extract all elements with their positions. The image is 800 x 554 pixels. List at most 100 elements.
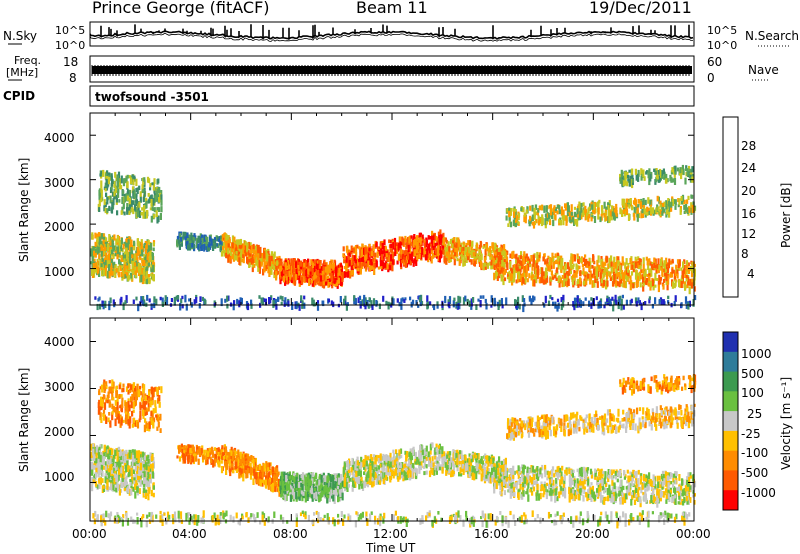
range-gate-cell (437, 237, 440, 243)
range-gate-cell (120, 265, 123, 269)
range-gate-cell (646, 206, 649, 213)
range-gate-cell (550, 270, 553, 276)
range-gate-cell (607, 216, 610, 224)
range-gate-cell (685, 275, 688, 279)
range-gate-cell (552, 262, 555, 269)
range-gate-cell (515, 215, 518, 222)
range-gate-cell (579, 299, 582, 308)
range-gate-cell (121, 196, 124, 204)
range-gate-cell (121, 269, 124, 277)
range-gate-cell (535, 218, 538, 224)
noise-left-label: N.Sky (3, 29, 37, 43)
range-gate-cell (346, 270, 349, 278)
range-gate-cell (467, 240, 470, 246)
range-gate-cell (143, 191, 146, 198)
range-gate-cell (690, 194, 693, 199)
range-gate-cell (128, 275, 131, 280)
range-gate-cell (508, 210, 511, 218)
range-gate-cell (127, 270, 130, 276)
range-gate-cell (390, 243, 393, 249)
range-gate-cell (210, 238, 213, 246)
range-gate-cell (122, 302, 125, 311)
range-gate-cell (464, 250, 467, 255)
range-gate-cell (350, 245, 353, 252)
range-gate-cell (222, 233, 226, 238)
range-gate-cell (410, 256, 413, 262)
range-gate-cell (125, 295, 128, 303)
range-gate-cell (642, 198, 645, 205)
range-gate-cell (94, 252, 97, 258)
range-gate-cell (613, 216, 616, 221)
range-gate-cell (334, 266, 338, 275)
range-gate-cell (655, 176, 658, 183)
range-gate-cell (114, 264, 117, 269)
range-gate-cell (587, 207, 590, 214)
range-gate-cell (90, 469, 93, 476)
range-gate-cell (105, 470, 108, 475)
range-gate-cell (303, 262, 306, 268)
range-gate-cell (355, 252, 358, 260)
range-gate-cell (215, 235, 218, 239)
range-gate-cell (579, 270, 582, 277)
range-gate-cell (124, 241, 128, 250)
range-gate-cell (342, 253, 345, 258)
range-gate-cell (144, 249, 148, 254)
range-gate-cell (148, 457, 152, 465)
range-gate-cell (553, 207, 556, 212)
range-gate-cell (343, 259, 346, 264)
range-gate-cell (230, 248, 233, 256)
range-gate-cell (631, 205, 634, 209)
range-gate-cell (476, 243, 479, 249)
range-gate-cell (518, 271, 521, 280)
range-gate-cell (123, 454, 126, 460)
range-gate-cell (344, 272, 347, 278)
range-gate-cell (674, 171, 677, 175)
range-gate-cell (127, 486, 130, 494)
range-gate-cell (125, 475, 128, 480)
range-gate-cell (99, 477, 102, 486)
range-gate-cell (396, 260, 399, 265)
range-gate-cell (648, 298, 651, 304)
range-gate-cell (240, 252, 243, 259)
range-gate-cell (295, 261, 298, 268)
range-gate-cell (517, 296, 520, 304)
range-gate-cell (525, 257, 528, 263)
range-gate-cell (132, 200, 135, 205)
range-gate-cell (179, 233, 182, 240)
range-gate-cell (153, 207, 156, 213)
range-gate-cell (687, 279, 690, 286)
range-gate-cell (388, 239, 391, 244)
range-gate-cell (628, 204, 631, 209)
range-gate-cell (517, 275, 520, 283)
range-gate-cell (529, 205, 532, 211)
range-gate-cell (586, 212, 589, 220)
range-gate-cell (349, 270, 352, 279)
range-gate-cell (602, 272, 605, 279)
range-gate-cell (153, 178, 156, 185)
range-gate-cell (263, 259, 266, 267)
range-gate-cell (270, 268, 273, 273)
range-gate-cell (131, 262, 134, 270)
range-gate-cell (316, 273, 319, 281)
range-gate-cell (236, 239, 239, 243)
range-gate-cell (105, 192, 108, 197)
range-gate-cell (118, 240, 121, 247)
range-gate-cell (605, 282, 608, 290)
range-gate-cell (311, 297, 314, 306)
range-gate-cell (547, 255, 550, 260)
range-gate-cell (377, 249, 380, 254)
range-gate-cell (103, 445, 106, 453)
range-gate-cell (503, 277, 507, 282)
range-gate-cell (132, 409, 135, 413)
range-gate-cell (688, 207, 691, 213)
range-gate-cell (363, 300, 366, 307)
range-gate-cell (580, 207, 583, 213)
range-gate-cell (108, 303, 111, 311)
range-gate-cell (188, 298, 191, 302)
range-gate-cell (295, 268, 298, 274)
range-gate-cell (436, 304, 439, 309)
noise-right-tick-top: 10^5 (707, 24, 737, 37)
range-gate-cell (258, 266, 261, 274)
range-gate-cell (638, 271, 642, 276)
range-gate-cell (590, 217, 593, 222)
